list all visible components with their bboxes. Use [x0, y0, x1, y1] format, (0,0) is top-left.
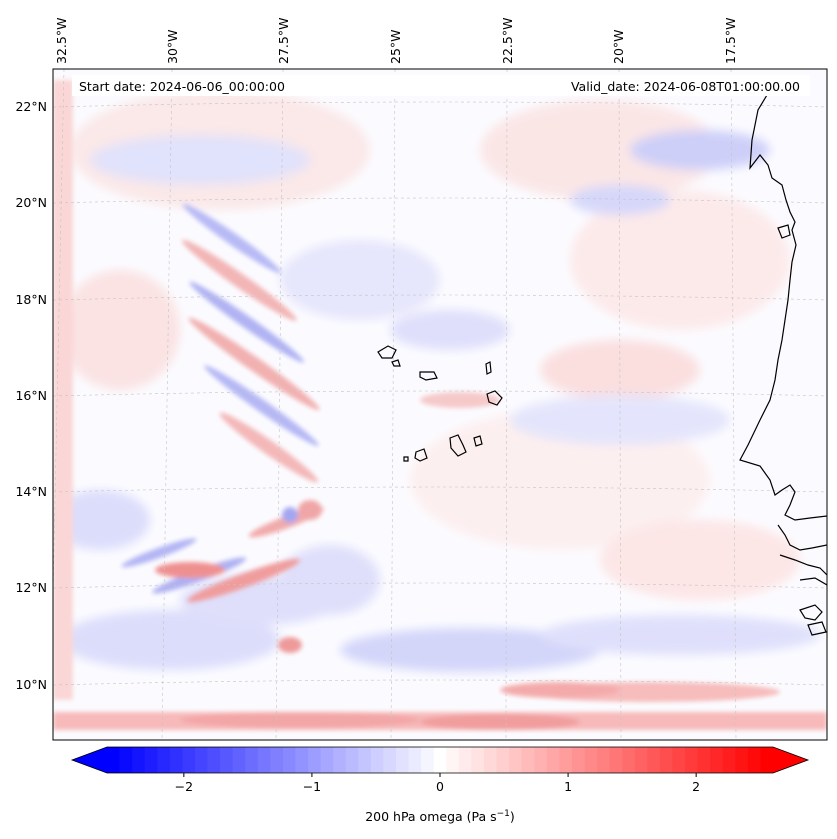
colorbar-cell [370, 747, 385, 773]
colorbar-cell [697, 747, 711, 773]
colorbar-cells [72, 747, 808, 773]
lat-label: 12°N [15, 580, 47, 595]
colorbar-cell [483, 747, 498, 773]
colorbar-cell [396, 747, 410, 773]
colorbar-cell [333, 747, 347, 773]
map-frame [52, 68, 828, 741]
latitude-labels: 22°N 20°N 18°N 16°N 14°N 12°N 10°N [15, 99, 47, 692]
colorbar-cell [747, 747, 762, 773]
gridlines [53, 69, 827, 740]
colorbar-cell [546, 747, 560, 773]
southern-red-band [53, 80, 827, 730]
colorbar-cell [534, 747, 548, 773]
omega-field [53, 90, 820, 672]
colorbar-cell [433, 747, 447, 773]
lat-label: 10°N [15, 677, 47, 692]
lon-label: 22.5°W [500, 18, 515, 64]
omega-streaks [121, 203, 500, 653]
colorbar-cell [345, 747, 359, 773]
colorbar: −2 −1 0 1 2 200 hPa omega (Pa s−1) [70, 746, 810, 824]
colorbar-cell [144, 747, 158, 773]
colorbar-cell [358, 747, 372, 773]
colorbar-cell [421, 747, 435, 773]
colorbar-cell [446, 747, 460, 773]
colorbar-cell [647, 747, 661, 773]
colorbar-cell [710, 747, 724, 773]
lat-label: 20°N [15, 195, 47, 210]
colorbar-cell [622, 747, 636, 773]
colorbar-outline [70, 746, 810, 774]
lat-label: 18°N [15, 292, 47, 307]
lat-label: 22°N [15, 99, 47, 114]
colorbar-cell [521, 747, 535, 773]
colorbar-cell [282, 747, 297, 773]
lat-label: 14°N [15, 484, 47, 499]
colorbar-ticks: −2 −1 0 1 2 [175, 773, 700, 794]
colorbar-cell [182, 747, 196, 773]
colorbar-tick-label: 0 [436, 779, 444, 794]
colorbar-cell [107, 747, 121, 773]
colorbar-cell [722, 747, 736, 773]
colorbar-cell [760, 747, 774, 773]
colorbar-cell [559, 747, 573, 773]
colorbar-cell [383, 747, 397, 773]
colorbar-cell [458, 747, 473, 773]
colorbar-cell [320, 747, 334, 773]
africa-coastline [739, 89, 827, 521]
colorbar-cell [471, 747, 485, 773]
lon-label: 32.5°W [54, 18, 69, 64]
colorbar-cell [169, 747, 183, 773]
colorbar-cell [257, 747, 271, 773]
colorbar-tick-label: 2 [692, 779, 700, 794]
lon-label: 20°W [611, 29, 626, 64]
colorbar-cell [584, 747, 598, 773]
colorbar-cell [220, 747, 234, 773]
colorbar-cell [659, 747, 674, 773]
colorbar-cell [609, 747, 623, 773]
colorbar-cell [634, 747, 648, 773]
colorbar-cell [597, 747, 611, 773]
lon-label: 25°W [388, 29, 403, 64]
colorbar-cell [119, 747, 133, 773]
colorbar-cell [509, 747, 523, 773]
colorbar-cell [132, 747, 146, 773]
colorbar-cell [157, 747, 171, 773]
colorbar-max-extend [773, 747, 808, 773]
colorbar-min-extend [72, 747, 107, 773]
colorbar-cell [672, 747, 686, 773]
longitude-labels: 32.5°W 30°W 27.5°W 25°W 22.5°W 20°W 17.5… [54, 18, 738, 64]
colorbar-tick-label: −1 [303, 779, 321, 794]
cape-verde-islands [377, 345, 503, 462]
lon-label: 30°W [165, 29, 180, 64]
lon-label: 17.5°W [723, 18, 738, 64]
colorbar-cell [270, 747, 284, 773]
colorbar-cell [308, 747, 322, 773]
date-banner [72, 75, 810, 96]
colorbar-cell [685, 747, 699, 773]
map-panel: Start date: 2024-06-06_00:00:00 Valid_da… [53, 69, 827, 740]
coastlines [739, 89, 827, 636]
colorbar-cell [571, 747, 586, 773]
colorbar-cell [735, 747, 749, 773]
colorbar-tick-label: −2 [175, 779, 193, 794]
colorbar-cell [408, 747, 422, 773]
colorbar-cell [232, 747, 246, 773]
start-date-label: Start date: 2024-06-06_00:00:00 [79, 79, 285, 94]
colorbar-cell [496, 747, 510, 773]
colorbar-cell [207, 747, 221, 773]
colorbar-tick-label: 1 [564, 779, 572, 794]
colorbar-cell [194, 747, 209, 773]
colorbar-label: 200 hPa omega (Pa s−1) [365, 809, 515, 824]
colorbar-cell [295, 747, 309, 773]
lon-label: 27.5°W [276, 18, 291, 64]
valid-date-label: Valid_date: 2024-06-08T01:00:00.00 [571, 79, 800, 94]
lat-label: 16°N [15, 388, 47, 403]
colorbar-cell [245, 747, 259, 773]
